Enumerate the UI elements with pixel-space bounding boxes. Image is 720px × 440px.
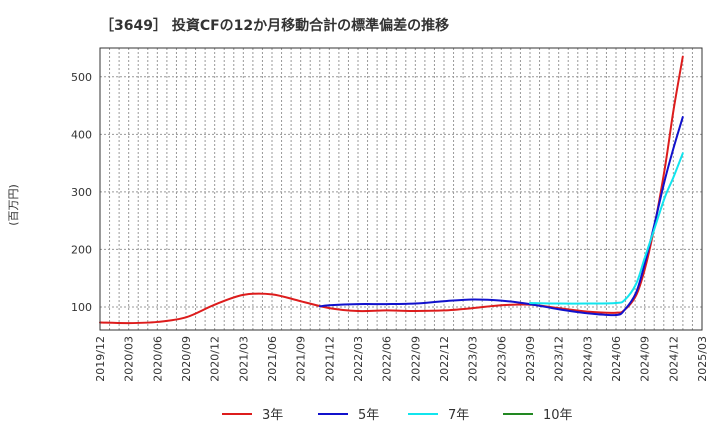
- x-tick-label-9: 2022/03: [352, 336, 365, 382]
- x-tick-label-1: 2020/03: [123, 336, 136, 382]
- y-tick-label-0: 100: [71, 301, 92, 314]
- x-tick-label-4: 2020/12: [209, 336, 222, 382]
- x-tick-label-16: 2023/12: [553, 336, 566, 382]
- x-tick-label-8: 2021/12: [323, 336, 336, 382]
- x-tick-label-15: 2023/09: [524, 336, 537, 382]
- x-tick-label-6: 2021/06: [266, 336, 279, 382]
- legend-label-2: 7年: [448, 408, 469, 423]
- x-tick-label-0: 2019/12: [94, 336, 107, 382]
- x-tick-label-21: 2025/03: [696, 336, 709, 382]
- y-tick-labels: 100 200 300 400 500: [71, 71, 92, 314]
- x-tick-label-10: 2022/06: [381, 336, 394, 382]
- y-tick-label-3: 400: [71, 128, 92, 141]
- x-tick-label-18: 2024/06: [610, 336, 623, 382]
- x-tick-label-19: 2024/09: [639, 336, 652, 382]
- x-tick-label-20: 2024/12: [667, 336, 680, 382]
- x-tick-label-14: 2023/06: [495, 336, 508, 382]
- legend-label-3: 10年: [543, 408, 573, 423]
- y-axis-label: (百万円): [7, 184, 20, 226]
- x-tick-label-11: 2022/09: [409, 336, 422, 382]
- x-tick-label-17: 2024/03: [581, 336, 594, 382]
- x-tick-label-2: 2020/06: [151, 336, 164, 382]
- legend-label-1: 5年: [358, 408, 379, 423]
- y-tick-label-2: 300: [71, 186, 92, 199]
- y-tick-label-1: 200: [71, 243, 92, 256]
- x-tick-label-5: 2021/03: [237, 336, 250, 382]
- chart-title: ［3649］ 投資CFの12か月移動合計の標準偏差の推移: [100, 17, 449, 34]
- x-tick-label-3: 2020/09: [180, 336, 193, 382]
- y-tick-label-4: 500: [71, 71, 92, 84]
- plot-frame: [99, 47, 703, 331]
- legend: 3年 5年 7年 10年: [222, 408, 573, 423]
- series-layer: [99, 55, 684, 325]
- x-tick-labels: 2019/12 2020/03 2020/06 2020/09 2020/12 2021/…: [94, 336, 709, 382]
- x-tick-label-7: 2021/09: [295, 336, 308, 382]
- series-line-2: [529, 152, 684, 305]
- series-line-0: [99, 55, 684, 325]
- legend-label-0: 3年: [262, 408, 283, 423]
- x-tick-label-12: 2022/12: [438, 336, 451, 382]
- x-tick-label-13: 2023/03: [467, 336, 480, 382]
- grid-layer: [100, 48, 702, 330]
